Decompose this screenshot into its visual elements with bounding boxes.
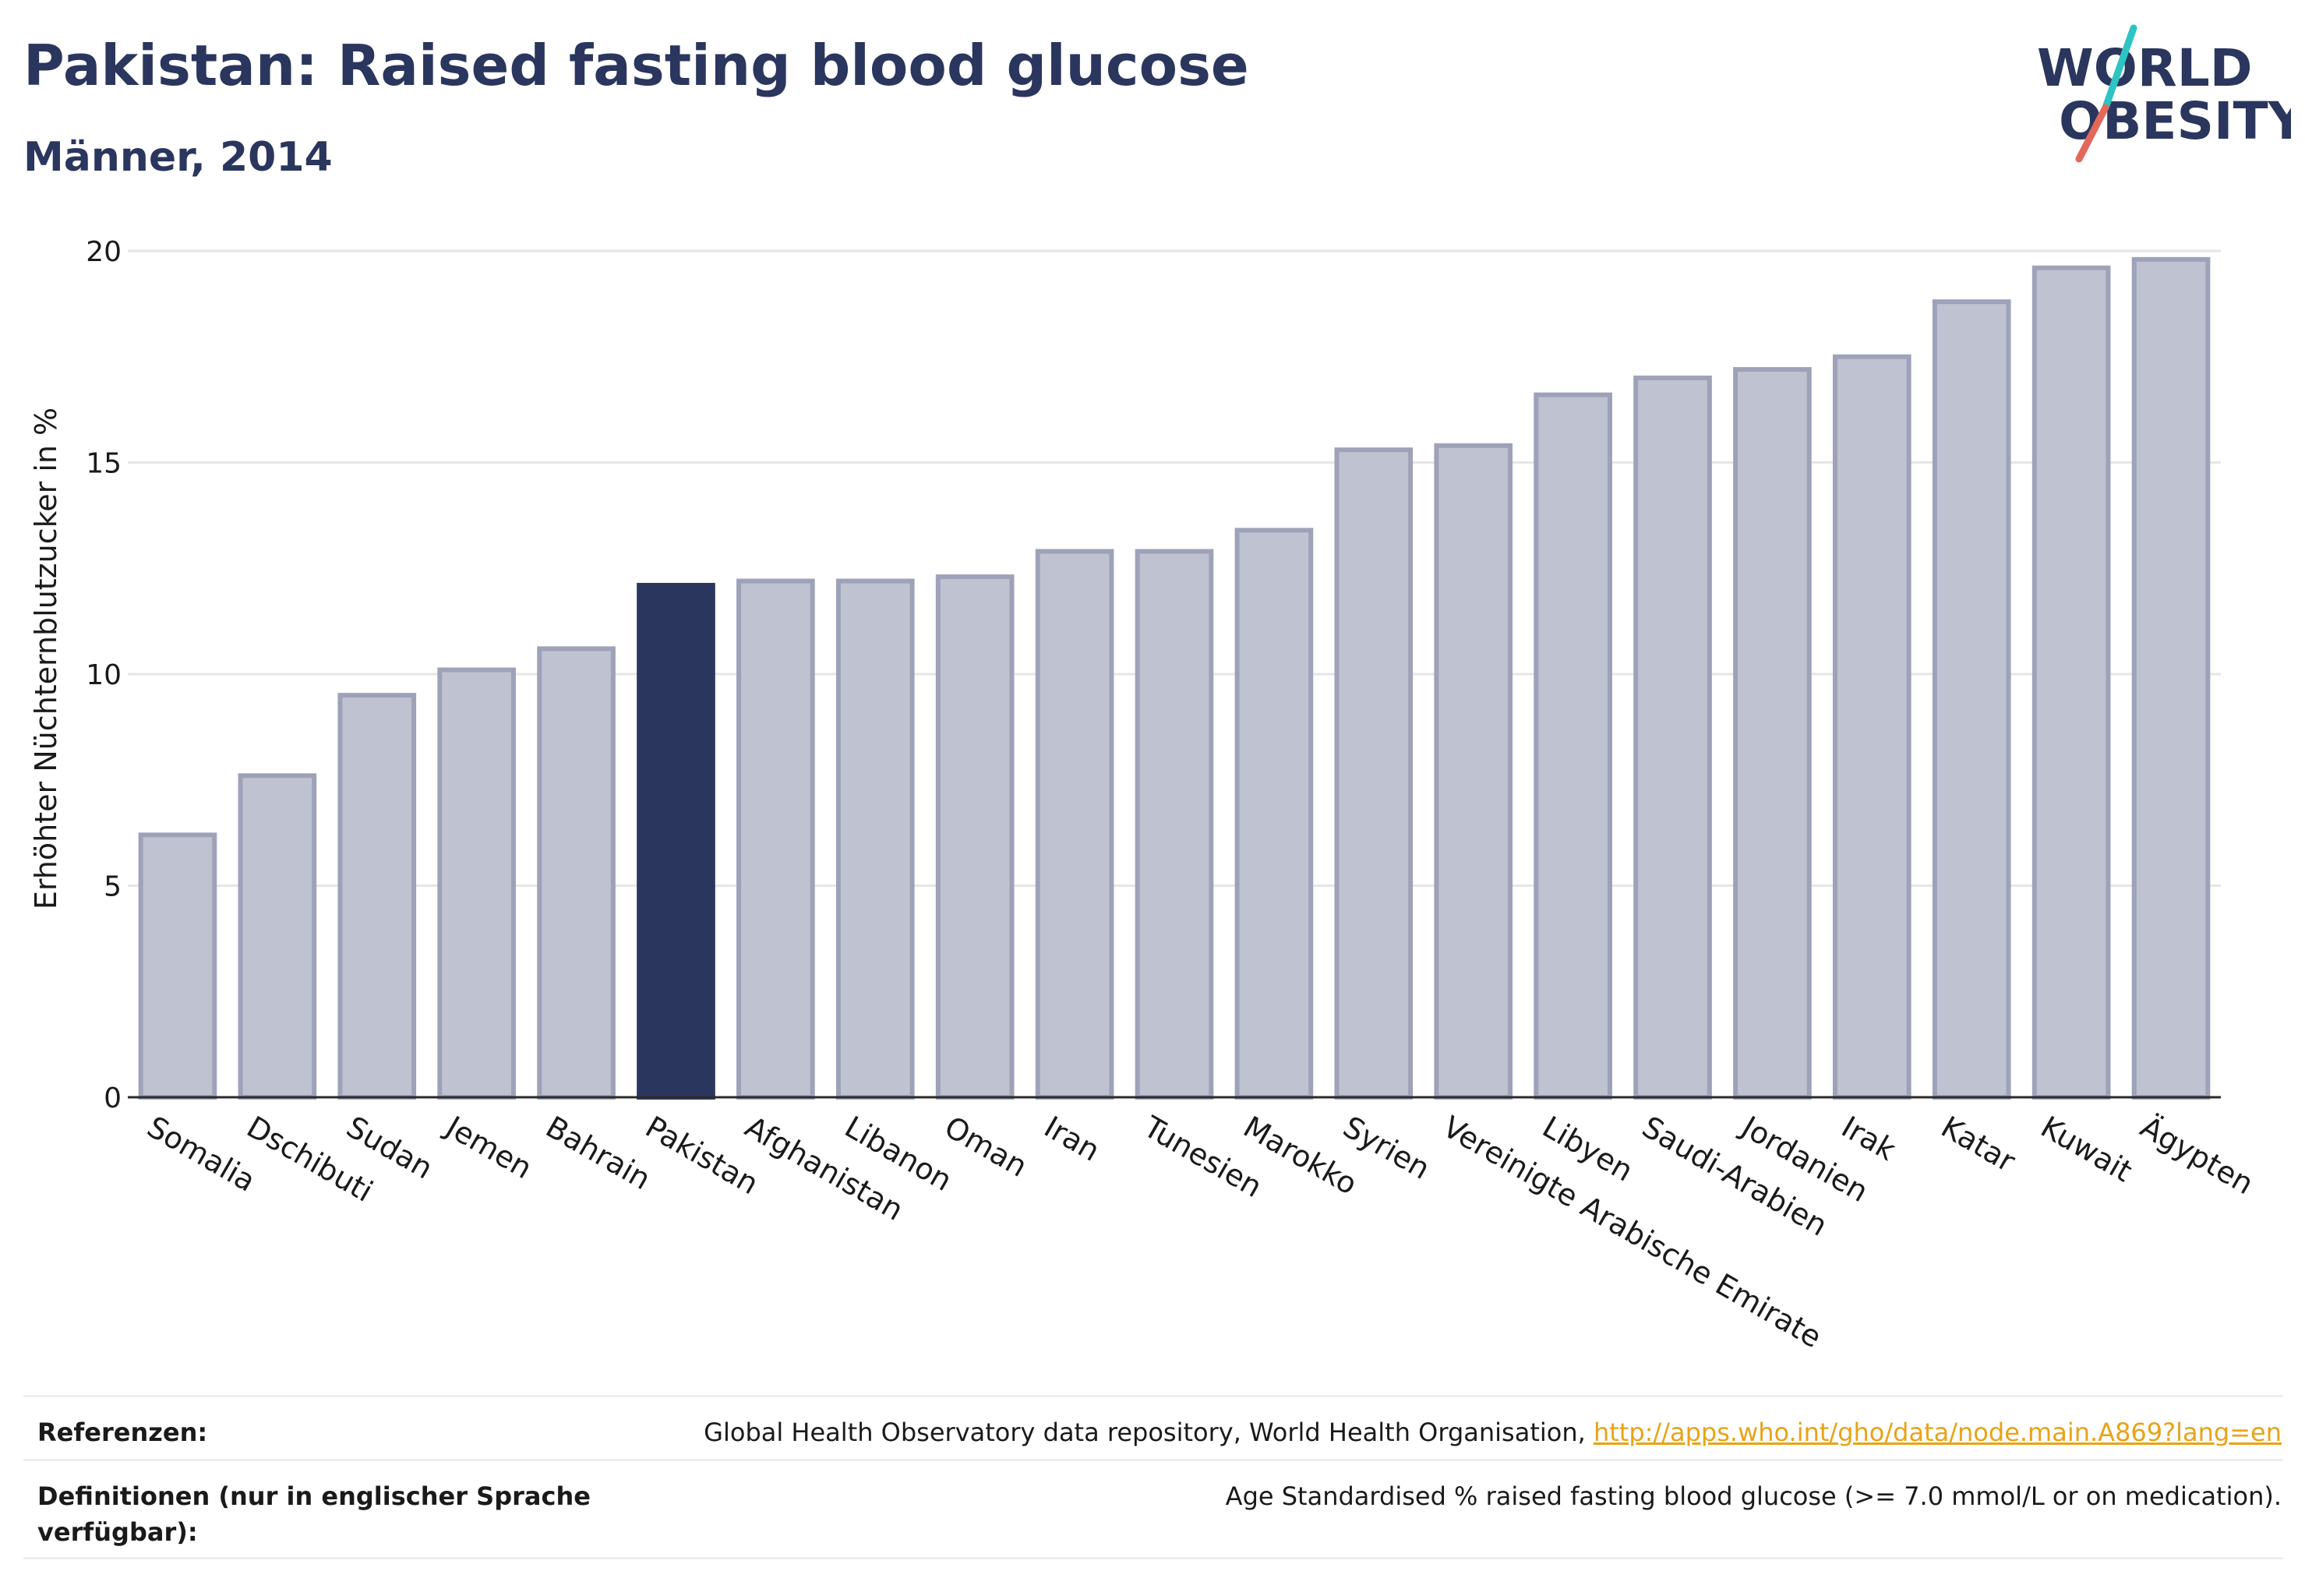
y-tick-label: 20 [86, 236, 122, 268]
definitions-value: Age Standardised % raised fasting blood … [1225, 1481, 2282, 1511]
logo-slash-upper [2102, 24, 2137, 111]
bar-somalia [138, 832, 217, 1100]
bar-pakistan [637, 582, 715, 1100]
x-tick-label: Jemen [439, 1109, 538, 1186]
bar-oman [935, 574, 1015, 1100]
references-text: Global Health Observatory data repositor… [704, 1418, 1594, 1447]
chart-title: Pakistan: Raised fasting blood glucose [23, 33, 1249, 98]
y-tick-label: 10 [86, 659, 122, 691]
x-tick-label: Iran [1039, 1110, 1106, 1168]
bar-dschibuti [238, 773, 317, 1100]
bar-libanon [835, 578, 915, 1100]
bar-bahrain [537, 646, 616, 1100]
x-tick-label: Pakistan [640, 1110, 764, 1202]
y-axis-ticks: 0 5 10 15 20 [86, 236, 122, 1114]
x-tick-label: Kuwait [2035, 1110, 2138, 1189]
bar-irak [1833, 354, 1911, 1100]
y-axis-label: Erhöhter Nüchternblutzucker in % [29, 408, 63, 909]
bar-saudi-arabien [1633, 375, 1712, 1100]
y-tick-label: 5 [104, 871, 122, 903]
bar-sudan [337, 693, 417, 1100]
bar-iran [1035, 549, 1114, 1100]
definitions-label: Definitionen (nur in englischer Sprache … [37, 1481, 591, 1547]
bar-jemen [437, 667, 516, 1100]
x-tick-label: Bahrain [540, 1110, 656, 1197]
bar-katar [1932, 299, 2011, 1100]
bar-marokko [1234, 528, 1314, 1100]
chart-subtitle: Männer, 2014 [23, 134, 333, 181]
x-tick-label: Katar [1936, 1110, 2021, 1179]
x-tick-label: Ägypten [2135, 1110, 2260, 1202]
world-obesity-logo: WORLD OBESITY [2037, 24, 2291, 163]
bar-syrien [1334, 447, 1414, 1100]
bar-jordanien [1733, 367, 1812, 1100]
references-link[interactable]: http://apps.who.int/gho/data/node.main.A… [1593, 1418, 2282, 1447]
references-value: Global Health Observatory data repositor… [704, 1414, 2282, 1450]
y-tick-label: 0 [104, 1082, 122, 1114]
footer-divider-bottom [23, 1557, 2283, 1559]
logo-slash-lower [2075, 104, 2109, 163]
bar-kuwait [2031, 265, 2111, 1100]
x-tick-label: Somalia [141, 1110, 261, 1199]
bar-tunesien [1135, 549, 1214, 1100]
bars [138, 256, 2211, 1100]
footer-divider-middle [23, 1459, 2283, 1461]
x-tick-label: Irak [1836, 1110, 1901, 1167]
bar-libyen [1534, 392, 1612, 1100]
logo-line-1: WORLD [2037, 38, 2253, 98]
y-tick-label: 15 [86, 448, 122, 480]
footer-divider-top [23, 1395, 2283, 1397]
references-label: Referenzen: [37, 1418, 208, 1447]
bar-vereinigte-arabische-emirate [1434, 443, 1513, 1100]
bar-afghanistan [736, 578, 815, 1100]
bar--gypten [2131, 256, 2211, 1100]
